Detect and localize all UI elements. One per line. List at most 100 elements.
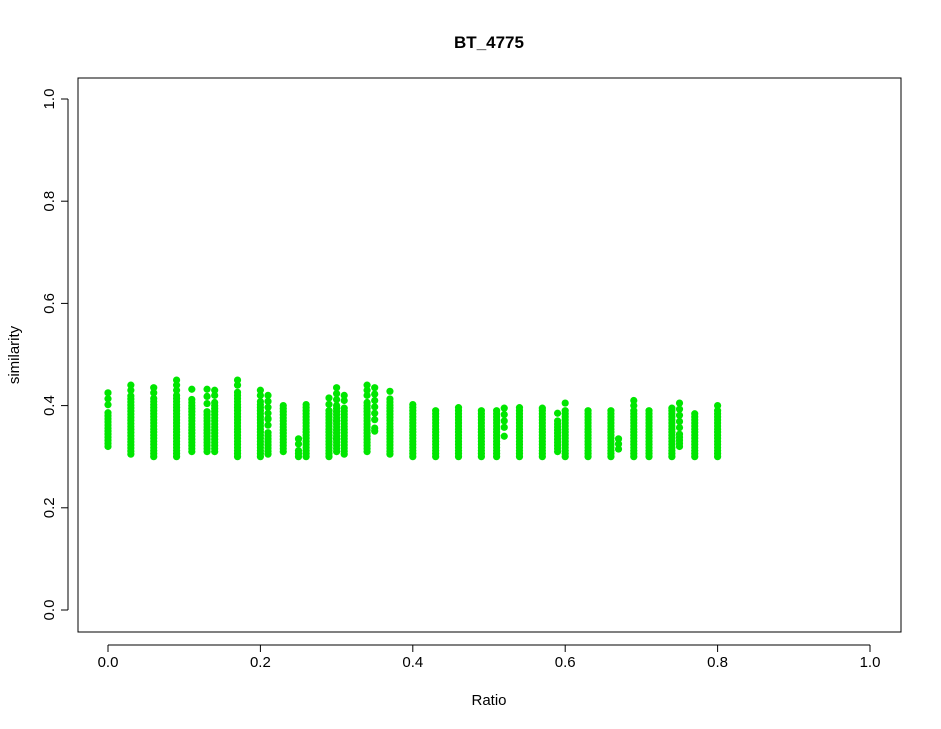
data-point — [172, 376, 181, 384]
data-point — [371, 403, 379, 411]
data-point — [675, 423, 684, 432]
x-tick-label: 0.2 — [250, 654, 271, 671]
data-point — [386, 387, 394, 395]
data-point — [203, 408, 211, 416]
data-point — [614, 435, 623, 443]
data-point — [203, 399, 211, 408]
data-point — [333, 384, 341, 392]
data-point — [264, 409, 272, 417]
y-tick-label: 0.2 — [41, 497, 58, 518]
data-point — [104, 389, 112, 397]
data-point — [172, 386, 181, 394]
data-point — [333, 390, 341, 398]
plot-area-frame — [77, 77, 902, 633]
data-point — [104, 409, 112, 417]
data-point — [203, 385, 211, 393]
data-point — [104, 395, 112, 403]
data-point — [553, 417, 562, 425]
data-point — [714, 402, 722, 410]
data-point — [614, 440, 623, 448]
data-point — [553, 409, 562, 417]
data-point — [188, 395, 196, 404]
data-point — [500, 404, 508, 412]
chart-title: BT_4775 — [454, 33, 524, 52]
data-point — [645, 407, 653, 415]
data-point — [340, 391, 348, 399]
data-point — [500, 432, 508, 440]
data-point — [302, 400, 310, 409]
data-point — [256, 391, 264, 399]
data-point — [538, 404, 546, 412]
data-point — [333, 435, 341, 443]
data-point — [264, 397, 272, 405]
y-tick-label: 0.4 — [41, 395, 58, 416]
data-point — [675, 430, 684, 438]
data-point — [630, 396, 638, 405]
data-point — [371, 396, 379, 405]
data-point — [500, 410, 508, 419]
data-point — [668, 404, 676, 412]
y-axis: 0.0 0.2 0.4 0.6 0.8 1.0 — [41, 89, 69, 620]
data-point — [325, 407, 333, 415]
data-point — [515, 404, 524, 412]
x-tick-label: 0.0 — [98, 654, 119, 671]
data-point — [714, 407, 722, 415]
data-point — [675, 411, 684, 419]
data-point — [561, 407, 569, 415]
data-point — [363, 391, 371, 399]
data-point — [691, 410, 699, 418]
data-point — [211, 398, 219, 407]
data-point — [386, 395, 394, 403]
data-point — [127, 386, 135, 394]
data-point — [211, 391, 219, 399]
data-point — [363, 398, 371, 407]
data-point — [233, 388, 242, 396]
data-point — [188, 385, 196, 393]
x-axis-label: Ratio — [471, 692, 506, 709]
data-point — [500, 417, 508, 425]
data-point — [340, 396, 348, 405]
data-point — [454, 404, 463, 412]
data-point — [256, 397, 264, 406]
data-point — [333, 396, 341, 404]
data-point — [477, 407, 485, 415]
data-point — [279, 402, 287, 410]
data-point — [127, 381, 135, 389]
x-tick-label: 0.4 — [402, 654, 423, 671]
y-tick-label: 1.0 — [41, 89, 58, 110]
data-point — [500, 423, 508, 431]
x-tick-label: 0.6 — [555, 654, 576, 671]
data-point — [233, 381, 242, 389]
data-point — [127, 392, 135, 400]
data-point — [256, 386, 264, 394]
y-axis-label: similarity — [6, 325, 23, 384]
data-point — [150, 389, 158, 397]
y-tick-label: 0.6 — [41, 293, 58, 314]
data-points — [104, 376, 722, 461]
data-point — [264, 421, 272, 429]
x-axis: 0.0 0.2 0.4 0.6 0.8 1.0 — [98, 644, 881, 671]
data-point — [561, 399, 569, 407]
data-point — [294, 440, 303, 448]
data-point — [172, 381, 181, 389]
data-point — [371, 384, 379, 392]
data-point — [607, 407, 615, 415]
x-tick-label: 0.8 — [707, 654, 728, 671]
x-tick-label: 1.0 — [860, 654, 881, 671]
data-point — [675, 399, 684, 407]
data-point — [493, 407, 501, 415]
data-point — [264, 391, 272, 399]
data-point — [409, 400, 417, 409]
data-point — [325, 400, 333, 408]
y-tick-label: 0.8 — [41, 191, 58, 212]
data-point — [211, 386, 219, 394]
data-point — [150, 394, 158, 403]
data-point — [172, 391, 181, 399]
data-point — [233, 376, 242, 384]
data-point — [630, 407, 638, 415]
data-point — [294, 435, 303, 443]
data-point — [371, 416, 379, 424]
data-point — [614, 445, 623, 453]
data-point — [432, 407, 440, 415]
data-point — [325, 394, 333, 402]
